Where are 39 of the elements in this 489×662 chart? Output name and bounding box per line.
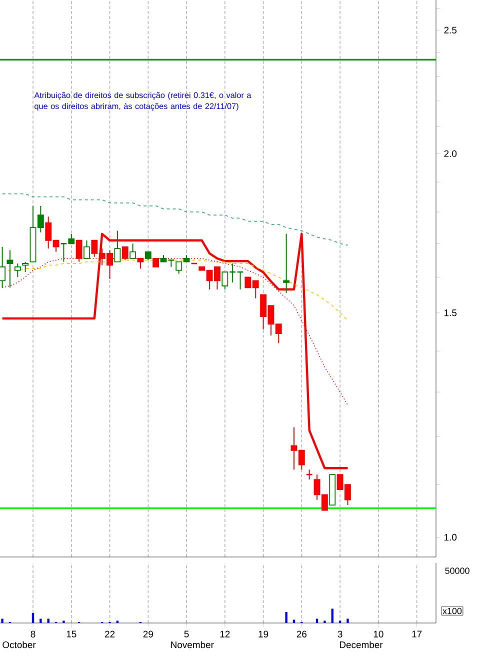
candlestick bbox=[114, 230, 121, 262]
candlestick bbox=[283, 233, 290, 294]
x-tick-label: 10 bbox=[374, 630, 384, 638]
text: x100 bbox=[442, 608, 462, 614]
candlestick bbox=[22, 261, 29, 272]
bar bbox=[32, 612, 34, 623]
bar bbox=[285, 612, 288, 623]
bar bbox=[40, 618, 42, 623]
bar bbox=[1, 618, 4, 623]
text: October bbox=[2, 641, 36, 648]
candlestick bbox=[122, 246, 128, 261]
candlestick bbox=[14, 263, 21, 278]
annotation: Atribuição de direitos de subscrição (retirei 0.31€, o valor a que os direitos abriram, às cotações antes de 22/11/07) bbox=[34, 92, 252, 111]
x-tick-label: 3 bbox=[338, 630, 342, 638]
x-tick-label: 17 bbox=[412, 630, 422, 638]
bar bbox=[316, 618, 318, 623]
candlestick bbox=[6, 250, 14, 288]
candlestick bbox=[130, 243, 136, 259]
x-tick-label: 26 bbox=[296, 630, 307, 638]
bar bbox=[346, 618, 349, 623]
x-tick-label: 15 bbox=[66, 630, 76, 638]
y-tick-label: 2.0 bbox=[444, 150, 457, 158]
bar bbox=[47, 618, 50, 623]
x-tick-label: 29 bbox=[143, 630, 153, 638]
bar bbox=[292, 620, 296, 623]
x-tick-label: 22 bbox=[104, 630, 115, 638]
bar bbox=[331, 608, 334, 623]
y-tick-label: 1.0 bbox=[444, 534, 457, 541]
candlestick bbox=[84, 240, 90, 259]
text: December bbox=[340, 641, 383, 648]
y-tick-label: 1.5 bbox=[444, 310, 457, 316]
x-tick-label: 12 bbox=[220, 630, 230, 638]
text: 50000 bbox=[445, 568, 470, 574]
x-tick-label: 19 bbox=[258, 630, 268, 638]
x-tick-label: 8 bbox=[30, 630, 36, 638]
text: November bbox=[171, 641, 214, 648]
x-tick-label: 5 bbox=[184, 630, 189, 638]
y-tick-label: 2.5 bbox=[444, 26, 457, 34]
candlestick bbox=[0, 246, 6, 288]
